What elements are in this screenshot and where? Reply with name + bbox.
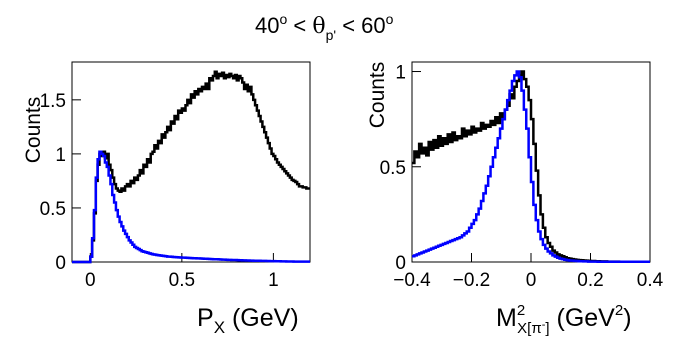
left-series-1-line [72,70,310,264]
right-x-tick-label: 0.4 [637,270,664,291]
figure-title: 40o < θp' < 60o [255,11,394,43]
left-y-tick-label: 0.5 [40,199,66,220]
right-y-tick-label: 0.5 [380,158,406,179]
right-x-tick-label: 0.2 [577,270,603,291]
left-series [72,70,310,264]
right-x-axis-label: M2 X[π-] (GeV2) [496,302,632,337]
right-y-axis-label: Counts [366,62,389,129]
left-x-tick-label: 0 [85,270,96,291]
left-x-tick-label: 0.5 [169,270,195,291]
right-y-ticks: 00.51 [380,63,421,274]
right-x-tick-label: −0.4 [393,270,431,291]
right-x-tick-label: 0 [526,270,537,291]
right-series-2-line [412,70,650,264]
left-x-tick-label: 1 [268,270,279,291]
right-y-tick-label: 1 [395,63,406,84]
right-x-tick-label: −0.2 [453,270,491,291]
left-series-2-line [72,150,310,264]
left-x-axis-label: PX (GeV) [197,304,299,337]
right-y-tick-label: 0 [395,253,406,274]
right-x-ticks: −0.4 −0.2 0 0.2 0.4 [393,253,664,291]
left-y-tick-label: 1.5 [40,91,66,112]
right-series [412,70,650,264]
left-plot-frame [71,61,311,263]
right-panel: −0.4 −0.2 0 0.2 0.4 00.51 Counts M2 X[π-] (Ge… [366,61,664,337]
left-y-ticks: 0 0.5 1 1.5 [40,91,81,274]
left-y-axis-label: Counts [22,97,45,164]
left-y-tick-label: 1 [55,145,66,166]
left-y-tick-label: 0 [55,253,66,274]
left-panel: 0 0.5 1 0 0.5 1 1.5 Counts PX (GeV) [22,61,311,337]
